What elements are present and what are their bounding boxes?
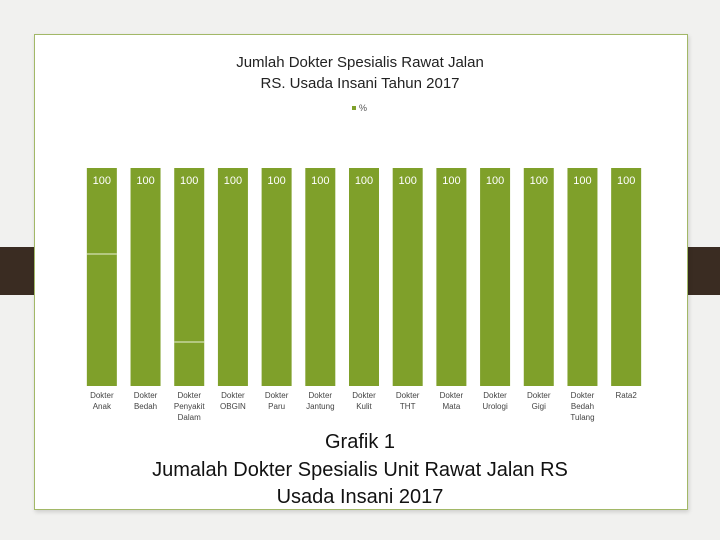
bar-7 [392, 168, 423, 386]
caption-line3: Usada Insani 2017 [276, 486, 444, 508]
data-label: 100 [617, 175, 635, 187]
bar-0 [86, 168, 117, 386]
x-tick-label: Dokter OBGIN [220, 391, 246, 411]
x-tick-label: Dokter THT [396, 391, 420, 411]
x-tick-label: Dokter Jantung [306, 391, 334, 411]
legend-label: % [359, 103, 368, 113]
bar-10 [523, 168, 554, 386]
legend: % [352, 103, 367, 113]
bar-11 [567, 168, 598, 386]
chart-title-line2: RS. Usada Insani Tahun 2017 [260, 75, 460, 92]
x-tick-label: Dokter Penyakit Dalam [174, 391, 205, 422]
caption-line1: Grafik 1 [324, 431, 396, 453]
bar-4 [261, 168, 292, 386]
x-tick-label: Dokter Anak [90, 391, 114, 411]
x-tick-label: Dokter Bedah Tulang [570, 391, 594, 422]
data-label: 100 [486, 175, 504, 187]
x-tick-label: Dokter Paru [265, 391, 289, 411]
data-label: 100 [311, 175, 329, 187]
caption-line2: Jumalah Dokter Spesialis Unit Rawat Jala… [152, 459, 568, 481]
data-label: 100 [399, 175, 417, 187]
data-label: 100 [180, 175, 198, 187]
x-tick-label: Dokter Gigi [527, 391, 551, 411]
x-tick-label: Rata2 [615, 391, 637, 400]
bar-1 [130, 168, 161, 386]
chart-title-line1: Jumlah Dokter Spesialis Rawat Jalan [236, 54, 484, 71]
bar-9 [480, 168, 511, 386]
data-label: 100 [530, 175, 548, 187]
x-tick-label: Dokter Mata [440, 391, 464, 411]
legend-swatch [352, 106, 356, 110]
data-label: 100 [136, 175, 154, 187]
x-tick-label: Dokter Bedah [134, 391, 158, 411]
x-tick-label: Dokter Kulit [352, 391, 376, 411]
data-label: 100 [442, 175, 460, 187]
data-label: 100 [224, 175, 242, 187]
data-label: 100 [355, 175, 373, 187]
data-label: 100 [93, 175, 111, 187]
bar-3 [217, 168, 248, 386]
x-tick-label: Dokter Urologi [482, 391, 508, 411]
bar-6 [349, 168, 379, 386]
data-label: 100 [267, 175, 285, 187]
bar-5 [305, 168, 336, 386]
data-label: 100 [573, 175, 591, 187]
bar-8 [436, 168, 467, 386]
bar-2 [174, 168, 205, 386]
bar-12 [611, 168, 642, 386]
